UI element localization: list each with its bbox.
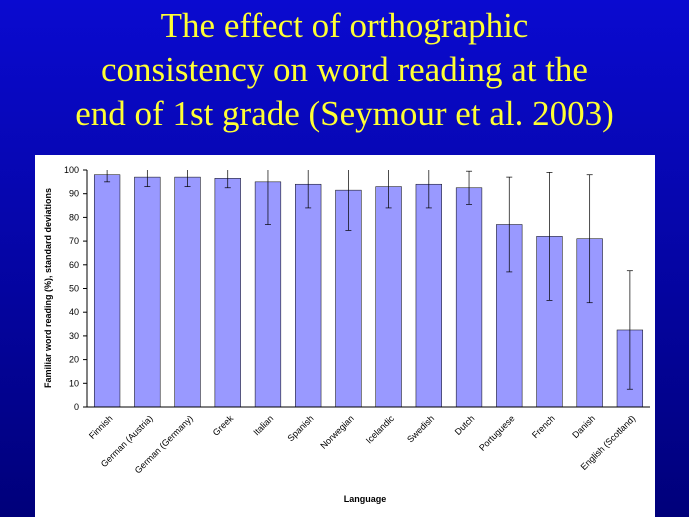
bar [174, 176, 201, 407]
title-line: The effect of orthographic [160, 6, 529, 45]
y-tick-label: 80 [69, 212, 79, 222]
y-tick-label: 10 [69, 378, 79, 388]
bar [415, 183, 442, 407]
title-line: end of 1st grade (Seymour et al. 2003) [75, 94, 614, 133]
plot [93, 170, 644, 407]
y-tick-label: 0 [74, 402, 79, 412]
y-tick-label: 40 [69, 307, 79, 317]
y-tick-label: 50 [69, 284, 79, 294]
bar [295, 183, 322, 407]
bar [375, 186, 402, 407]
y-axis-label: Familiar word reading (%), standard devi… [43, 188, 53, 388]
y-tick-label: 70 [69, 236, 79, 246]
bar [214, 178, 241, 407]
bar [93, 174, 121, 407]
chart: Language Familiar word reading (%), stan… [35, 155, 655, 517]
bar [134, 176, 161, 407]
bar [455, 187, 483, 407]
y-tick-label: 60 [69, 260, 79, 270]
y-tick-label: 20 [69, 355, 79, 365]
y-tick-label: 90 [69, 189, 79, 199]
y-tick-label: 30 [69, 331, 79, 341]
x-axis-label: Language [344, 494, 387, 504]
y-tick-label: 100 [64, 165, 79, 175]
title-line: consistency on word reading at the [101, 50, 588, 89]
slide-title: The effect of orthographic consistency o… [0, 4, 689, 136]
